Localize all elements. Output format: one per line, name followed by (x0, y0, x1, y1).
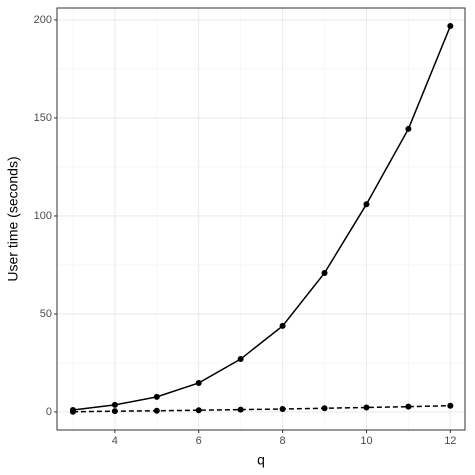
y-tick-label: 200 (34, 14, 52, 26)
y-tick-label: 150 (34, 112, 52, 124)
x-axis-title: q (257, 452, 265, 468)
y-axis-title: User time (seconds) (5, 156, 21, 281)
x-tick-label: 8 (280, 435, 286, 447)
point (363, 404, 370, 411)
series-line (72, 404, 451, 413)
y-tick-label: 100 (34, 210, 52, 222)
point (237, 356, 244, 363)
point (279, 322, 286, 329)
y-tick-label: 0 (46, 406, 52, 418)
y-tick-label: 50 (40, 308, 52, 320)
x-tick-label: 12 (444, 435, 456, 447)
point (111, 408, 118, 415)
point (447, 402, 454, 409)
point (69, 408, 76, 415)
series-line (72, 25, 452, 411)
x-tick-label: 10 (360, 435, 372, 447)
x-tick-label: 4 (112, 435, 118, 447)
point (405, 125, 412, 132)
point (279, 406, 286, 413)
point (195, 379, 202, 386)
point (195, 407, 202, 414)
point (321, 405, 328, 412)
point (153, 407, 160, 414)
point (405, 403, 412, 410)
point (153, 393, 160, 400)
point (321, 269, 328, 276)
x-tick-label: 6 (196, 435, 202, 447)
point (363, 201, 370, 208)
point (111, 401, 118, 408)
point (237, 406, 244, 413)
panel-border (56, 7, 466, 431)
point (447, 23, 454, 30)
